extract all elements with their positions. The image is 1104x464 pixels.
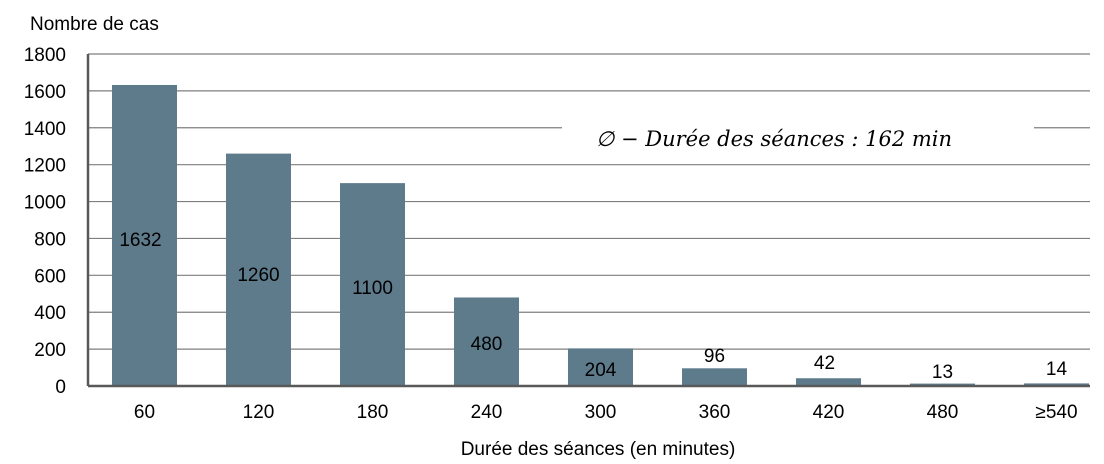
x-tick-label: 180 xyxy=(357,402,389,423)
annotation-group: ∅ − Durée des séances : 162 min xyxy=(562,113,1034,155)
data-label-60: 1632 xyxy=(119,230,161,251)
x-tick-label: 300 xyxy=(585,402,617,423)
data-label-420: 42 xyxy=(814,353,835,374)
annotation-mean-duration: ∅ − Durée des séances : 162 min xyxy=(596,127,952,151)
y-tick-label: 1600 xyxy=(24,82,66,103)
bar-≥540 xyxy=(1024,383,1089,386)
bars xyxy=(112,84,1089,386)
y-tick-label: 800 xyxy=(34,229,66,250)
y-tick-label: 1000 xyxy=(24,193,66,214)
x-tick-label: ≥540 xyxy=(1035,402,1077,423)
data-labels: 1632 1260 1100 480 204 96 42 13 14 xyxy=(119,230,1067,383)
x-tick-label: 420 xyxy=(813,402,845,423)
y-tick-label: 200 xyxy=(34,340,66,361)
data-label-240: 480 xyxy=(471,334,503,355)
y-tick-label: 1200 xyxy=(24,156,66,177)
x-tick-label: 240 xyxy=(471,402,503,423)
x-tick-label: 480 xyxy=(927,402,959,423)
x-axis-title: Durée des séances (en minutes) xyxy=(461,439,736,460)
y-tick-label: 0 xyxy=(55,377,66,398)
x-tick-label: 60 xyxy=(134,402,155,423)
data-label-120: 1260 xyxy=(237,265,279,286)
bar-300 xyxy=(568,348,633,386)
x-tick-label: 120 xyxy=(243,402,275,423)
bar-180 xyxy=(340,183,405,386)
bar-60 xyxy=(112,84,177,386)
bar-240 xyxy=(454,297,519,386)
data-label-≥540: 14 xyxy=(1046,359,1068,380)
bar-120 xyxy=(226,153,291,386)
data-label-180: 1100 xyxy=(352,278,393,299)
x-tick-label: 360 xyxy=(699,402,731,423)
bar-420 xyxy=(796,378,861,386)
axes xyxy=(86,54,1090,388)
y-tick-label: 1400 xyxy=(24,119,66,140)
data-label-360: 96 xyxy=(704,346,725,367)
y-tick-label: 600 xyxy=(34,266,66,287)
y-tick-label: 1800 xyxy=(24,45,66,66)
y-tick-labels: 0 200 400 600 800 1000 1200 1400 1600 1800 xyxy=(24,45,66,398)
data-label-480: 13 xyxy=(932,362,953,383)
annotation-background xyxy=(562,113,1034,155)
x-tick-labels: 60 120 180 240 300 360 420 480 ≥540 xyxy=(134,402,1078,423)
y-axis-title: Nombre de cas xyxy=(30,14,159,35)
data-label-300: 204 xyxy=(585,360,617,381)
y-tick-label: 400 xyxy=(34,303,66,324)
bar-360 xyxy=(682,368,747,386)
